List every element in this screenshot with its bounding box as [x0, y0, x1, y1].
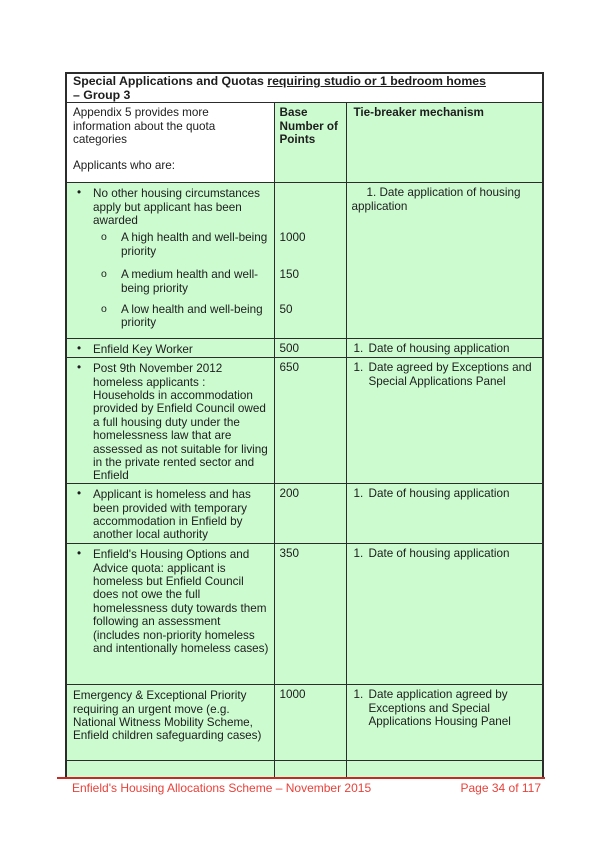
quota-item: • Enfield Key Worker: [67, 339, 274, 356]
quota-item-text: Emergency & Exceptional Priority requiri…: [73, 689, 262, 743]
tiebreaker-number: 1.: [353, 688, 364, 702]
title-prefix: Special Applications and Quotas: [73, 74, 268, 88]
table-row: • Post 9th November 2012 homeless applica…: [65, 357, 544, 485]
points-value: 150: [279, 268, 300, 282]
points-cell: 650: [273, 357, 347, 485]
sub-bullet-icon: o: [101, 303, 107, 316]
quota-item: • Post 9th November 2012 homeless applica…: [67, 358, 274, 483]
bullet-icon: •: [77, 342, 82, 356]
title-line2: – Group 3: [73, 87, 131, 102]
points-value: 200: [279, 487, 300, 501]
tiebreaker-item: 1. Date of housing application: [347, 544, 543, 560]
table-row: • Enfield Key Worker 500 1. Date of housing …: [65, 338, 544, 359]
quota-table: Special Applications and Quotas requirin…: [65, 72, 544, 779]
tiebreaker-cell: 1. Date agreed by Exceptions and Special …: [345, 357, 544, 485]
table-header-row: Appendix 5 provides more information abo…: [65, 102, 544, 184]
quota-item-text: Applicant is homeless and has been provi…: [93, 488, 251, 542]
points-value: 350: [279, 547, 300, 561]
tiebreaker-item: 1. Date of housing application: [347, 339, 543, 355]
tiebreaker-text: 1. Date application of housing applicati…: [351, 186, 521, 213]
tiebreaker-text: Date of housing application: [368, 342, 510, 356]
quota-sub-item-text: A high health and well-being priority: [121, 231, 268, 258]
points-value: 1000: [279, 231, 306, 245]
tiebreaker-text: Date of housing application: [368, 547, 510, 561]
table-row: • No other housing circumstances apply bu…: [65, 182, 544, 340]
quota-item-text: Enfield Key Worker: [93, 343, 193, 357]
header-cell-points: Base Number of Points: [273, 102, 347, 184]
points-value: 50: [279, 303, 293, 317]
points-value: 1000: [279, 688, 306, 702]
tiebreaker-number: 1.: [353, 487, 364, 501]
table-row: [65, 760, 544, 779]
quota-item: • No other housing circumstances apply bu…: [67, 183, 274, 227]
quota-cell: Emergency & Exceptional Priority requiri…: [65, 684, 275, 762]
quota-cell: [65, 760, 275, 779]
quota-item: • Enfield's Housing Options and Advice qu…: [67, 544, 274, 655]
footer-divider-line: [57, 777, 545, 779]
tiebreaker-cell: 1. Date of housing application: [345, 338, 544, 359]
points-value: 500: [279, 342, 300, 356]
tiebreaker-number: 1.: [353, 361, 364, 375]
tiebreaker-cell: [345, 760, 544, 779]
points-cell: 500: [273, 338, 347, 359]
quota-table-body: • No other housing circumstances apply bu…: [65, 182, 544, 779]
points-cell: 1000 150 50: [273, 182, 347, 340]
tiebreaker-text: Date of housing application: [368, 487, 510, 501]
tiebreaker-item: 1. Date of housing application: [347, 484, 543, 500]
quota-cell: • No other housing circumstances apply bu…: [65, 182, 275, 340]
table-title-row: Special Applications and Quotas requirin…: [65, 72, 544, 104]
header-categories-intro: Appendix 5 provides more information abo…: [73, 106, 216, 146]
table-row: • Applicant is homeless and has been prov…: [65, 483, 544, 545]
quota-item: Emergency & Exceptional Priority requiri…: [67, 685, 274, 743]
footer-page-number: Page 34 of 117: [460, 781, 541, 795]
quota-sub-item: o A low health and well-being priority: [67, 303, 274, 330]
quota-sub-item-text: A medium health and well-being priority: [121, 268, 259, 295]
quota-item: • Applicant is homeless and has been prov…: [67, 484, 274, 542]
table-row: Emergency & Exceptional Priority requiri…: [65, 684, 544, 762]
sub-bullet-icon: o: [101, 231, 107, 244]
tiebreaker-cell: 1. Date application of housing applicati…: [345, 182, 544, 340]
quota-sub-item: o A high health and well-being priority: [67, 231, 274, 258]
tiebreaker-cell: 1. Date application agreed by Exceptions …: [345, 684, 544, 762]
quota-item-text: Enfield's Housing Options and Advice quo…: [93, 548, 269, 656]
tiebreaker-text: Date application agreed by Exceptions an…: [368, 688, 511, 728]
header-cell-tiebreaker: Tie-breaker mechanism: [345, 102, 544, 184]
points-cell: 1000: [273, 684, 347, 762]
tiebreaker-item: 1. Date agreed by Exceptions and Special …: [347, 358, 543, 388]
quota-cell: • Enfield Key Worker: [65, 338, 275, 359]
quota-sub-item-text: A low health and well-being priority: [121, 303, 263, 330]
footer-document-title: Enfield's Housing Allocations Scheme – N…: [72, 781, 372, 795]
quota-cell: • Post 9th November 2012 homeless applica…: [65, 357, 275, 485]
quota-item-text: No other housing circumstances apply but…: [93, 187, 260, 227]
bullet-icon: •: [77, 547, 82, 561]
points-cell: [273, 760, 347, 779]
points-cell: 200: [273, 483, 347, 545]
page-footer: Enfield's Housing Allocations Scheme – N…: [72, 781, 541, 795]
quota-item-text: Post 9th November 2012 homeless applican…: [93, 362, 268, 483]
points-value: 650: [279, 361, 300, 375]
tiebreaker-number: 1.: [353, 547, 364, 561]
table-row: • Enfield's Housing Options and Advice qu…: [65, 543, 544, 686]
table-title: Special Applications and Quotas requirin…: [65, 72, 544, 104]
points-cell: 350: [273, 543, 347, 686]
tiebreaker-cell: 1. Date of housing application: [345, 543, 544, 686]
header-categories-sub: Applicants who are:: [73, 159, 175, 173]
bullet-icon: •: [77, 186, 82, 200]
quota-cell: • Applicant is homeless and has been prov…: [65, 483, 275, 545]
bullet-icon: •: [77, 361, 82, 375]
quota-cell: • Enfield's Housing Options and Advice qu…: [65, 543, 275, 686]
quota-sub-item: o A medium health and well-being priority: [67, 268, 274, 295]
tiebreaker-number: 1.: [353, 342, 364, 356]
header-cell-categories: Appendix 5 provides more information abo…: [65, 102, 275, 184]
bullet-icon: •: [77, 487, 82, 501]
tiebreaker-item: 1. Date application agreed by Exceptions …: [347, 685, 543, 728]
tiebreaker-cell: 1. Date of housing application: [345, 483, 544, 545]
sub-bullet-icon: o: [101, 268, 107, 281]
title-underlined: requiring studio or 1 bedroom homes: [267, 74, 486, 88]
tiebreaker-text: Date agreed by Exceptions and Special Ap…: [368, 361, 532, 388]
